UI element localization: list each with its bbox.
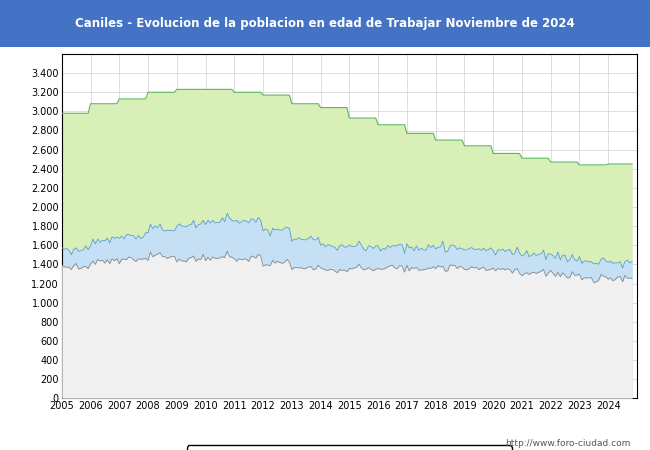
Legend: Ocupados, Parados, Hab. entre 16-64: Ocupados, Parados, Hab. entre 16-64 xyxy=(187,446,512,450)
Text: Caniles - Evolucion de la poblacion en edad de Trabajar Noviembre de 2024: Caniles - Evolucion de la poblacion en e… xyxy=(75,17,575,30)
Text: http://www.foro-ciudad.com: http://www.foro-ciudad.com xyxy=(505,439,630,448)
